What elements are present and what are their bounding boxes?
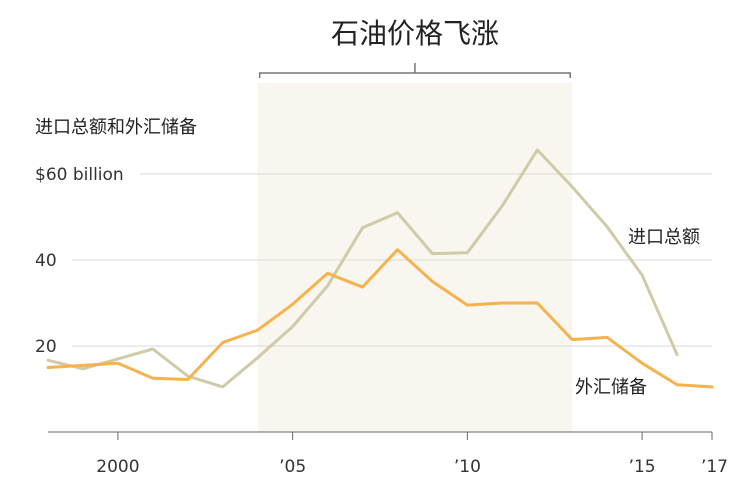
x-tick-label-2017: ’17 bbox=[701, 457, 728, 477]
y-tick-label-20: 20 bbox=[35, 337, 57, 357]
series-line-1 bbox=[46, 248, 714, 389]
annotation-bracket bbox=[258, 72, 571, 78]
x-tick-label-2000: 2000 bbox=[96, 457, 139, 477]
y-tick-label-60: $60 billion bbox=[35, 165, 124, 185]
series-label-1: 外汇储备 bbox=[575, 377, 647, 398]
series-line-0 bbox=[46, 148, 679, 389]
y-tick-label-40: 40 bbox=[35, 251, 57, 271]
annotation-band bbox=[257, 83, 573, 432]
series-label-0: 进口总额 bbox=[628, 227, 700, 248]
y-axis-label: 进口总额和外汇储备 bbox=[35, 117, 197, 138]
x-tick-label-2015: ’15 bbox=[629, 457, 656, 477]
x-tick-label-2010: ’10 bbox=[454, 457, 481, 477]
x-tick-label-2005: ’05 bbox=[279, 457, 306, 477]
annotation-label: 石油价格飞涨 bbox=[331, 17, 499, 50]
